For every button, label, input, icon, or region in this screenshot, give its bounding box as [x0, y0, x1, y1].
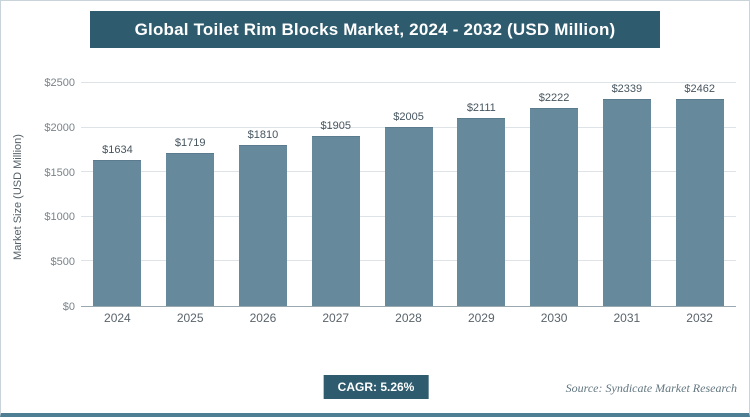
y-tick-label: $0 — [62, 301, 75, 313]
bar-slot: $2462 — [663, 83, 736, 306]
bar — [238, 144, 287, 306]
bar-value-label: $1905 — [320, 120, 352, 133]
gridline — [81, 82, 736, 83]
bar-value-label: $1719 — [174, 136, 206, 149]
y-tick-label: $2000 — [44, 121, 75, 134]
bar-value-label: $2462 — [684, 83, 715, 95]
x-tick-label: 2032 — [686, 311, 713, 325]
y-tick-label: $1000 — [44, 211, 75, 224]
x-tick-label: 2024 — [104, 311, 131, 325]
plot-area: $1634 $1719 $1810 $1905 $2005 $2111 $2222 $2339… — [81, 82, 736, 307]
chart-footer: CAGR: 5.26% Source: Syndicate Market Res… — [1, 375, 749, 401]
bar — [675, 99, 724, 306]
bar-slot: $2339 — [590, 83, 663, 306]
chart-title: Global Toilet Rim Blocks Market, 2024 - … — [90, 11, 660, 48]
cagr-badge: CAGR: 5.26% — [323, 375, 429, 399]
x-tick-label: 2030 — [540, 311, 568, 325]
source-text: Source: Syndicate Market Research — [565, 381, 737, 395]
bar-slot: $2222 — [518, 83, 591, 306]
bar-chart: Market Size (USD Million) $0 $500 $1000 $15… — [1, 63, 749, 343]
x-axis: 2024 2025 2026 2027 2028 2029 2030 2031 2032 — [81, 311, 736, 325]
bar — [602, 99, 651, 306]
x-tick-label: 2031 — [613, 311, 641, 325]
y-tick-label: $2500 — [44, 77, 75, 89]
bar-value-label: $2339 — [611, 83, 643, 95]
bar — [457, 117, 506, 306]
x-tick-label: 2026 — [249, 311, 277, 325]
bar — [93, 160, 142, 306]
bar-slot: $2111 — [445, 83, 518, 306]
bar-slot: $2005 — [372, 83, 445, 306]
bar-slot: $1810 — [227, 83, 300, 306]
bar-value-label: $2222 — [538, 91, 570, 104]
bar-value-label: $1634 — [102, 144, 133, 157]
x-tick-label: 2025 — [176, 311, 204, 325]
bar — [311, 136, 360, 306]
x-tick-label: 2027 — [322, 311, 350, 325]
y-axis: $0 $500 $1000 $1500 $2000 $2500 — [29, 77, 75, 313]
x-tick-label: 2028 — [395, 311, 422, 325]
bar-value-label: $2005 — [393, 111, 424, 124]
bar-slot: $1634 — [81, 83, 154, 306]
y-tick-label: $1500 — [44, 166, 75, 179]
bar — [530, 107, 579, 306]
y-axis-title: Market Size (USD Million) — [12, 134, 24, 260]
bars-container: $1634 $1719 $1810 $1905 $2005 $2111 $2222 $2339… — [81, 83, 736, 306]
bar-slot: $1905 — [299, 83, 372, 306]
bar — [384, 127, 433, 306]
gridline — [81, 126, 736, 128]
x-tick-label: 2029 — [467, 311, 495, 325]
plot-wrap: $0 $500 $1000 $1500 $2000 $2500 $1634 $1719 $18… — [44, 77, 736, 343]
bar-value-label: $1810 — [247, 128, 279, 141]
bar-value-label: $2111 — [466, 101, 496, 114]
y-tick-label: $500 — [50, 256, 75, 269]
bar — [166, 152, 215, 306]
bar-slot: $1719 — [154, 83, 227, 306]
